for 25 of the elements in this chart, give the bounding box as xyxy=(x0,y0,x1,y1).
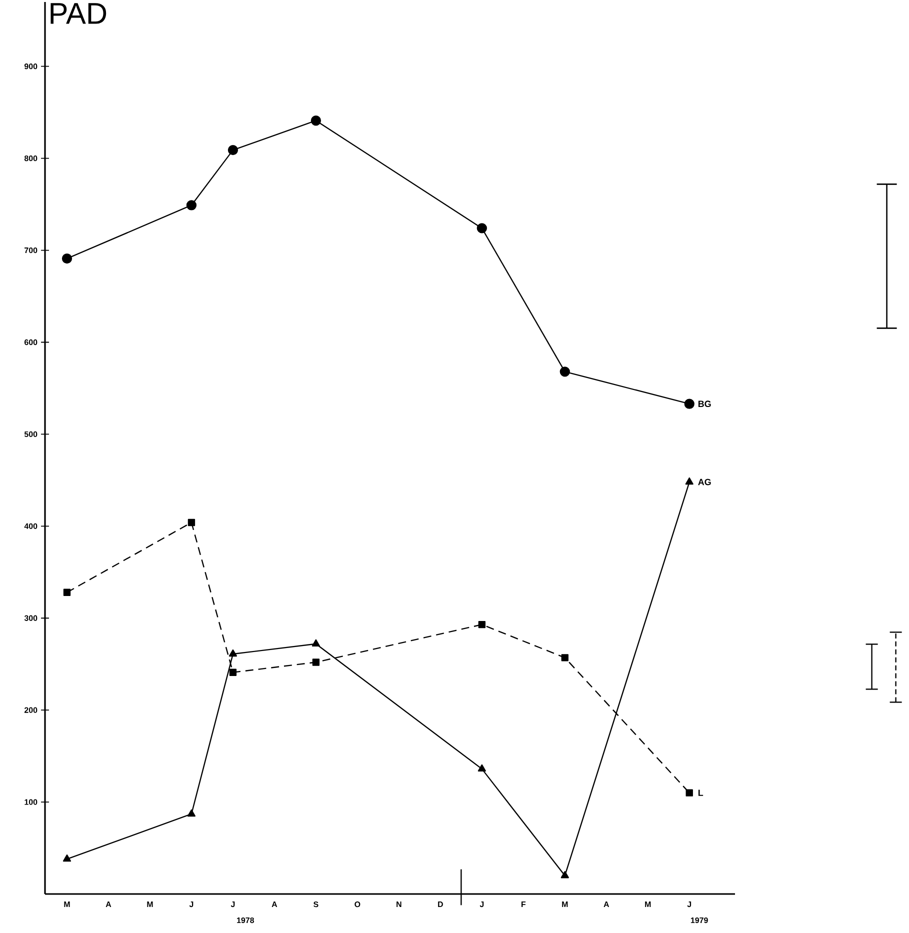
series-label: AG xyxy=(698,478,711,486)
point xyxy=(63,588,71,596)
point xyxy=(62,854,72,862)
point xyxy=(228,649,238,657)
point xyxy=(476,223,487,234)
point xyxy=(187,809,196,817)
point xyxy=(312,658,320,666)
point xyxy=(684,398,694,409)
point xyxy=(188,518,196,526)
series-label: L xyxy=(698,790,704,796)
series-label: BG xyxy=(698,400,711,408)
point xyxy=(228,144,238,156)
point xyxy=(478,620,486,628)
chart-title: PAD xyxy=(50,3,106,24)
point xyxy=(310,116,322,126)
point xyxy=(62,253,72,264)
point xyxy=(561,654,568,662)
point xyxy=(685,477,694,485)
point xyxy=(229,668,237,676)
point xyxy=(186,200,197,210)
point xyxy=(312,639,320,646)
point xyxy=(560,366,570,377)
point xyxy=(478,764,486,772)
point xyxy=(686,789,693,796)
point xyxy=(560,871,569,878)
